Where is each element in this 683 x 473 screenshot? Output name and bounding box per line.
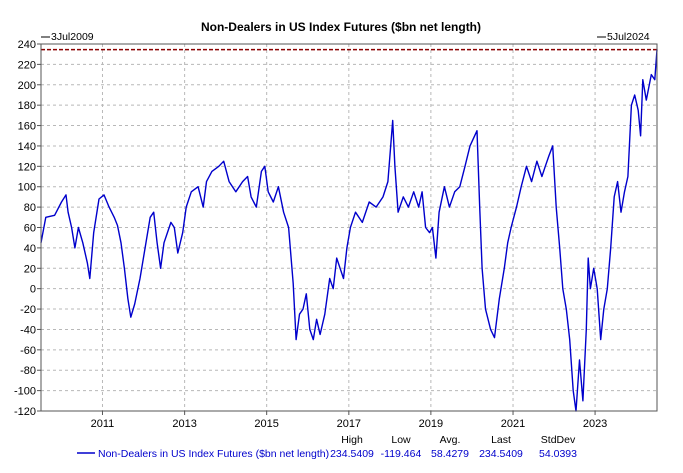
- grid: [41, 43, 657, 412]
- end-date-marker: 5Jul2024: [597, 31, 650, 43]
- y-tick-label: 140: [18, 141, 36, 153]
- y-tick-label: 240: [18, 39, 36, 51]
- x-tick-label: 2021: [501, 418, 525, 430]
- y-axis: 240220200180160140120100806040200-20-40-…: [14, 39, 41, 418]
- y-tick-label: 100: [18, 182, 36, 194]
- stats-value: 58.4279: [431, 448, 469, 460]
- y-tick-label: -20: [20, 304, 36, 316]
- chart-title: Non-Dealers in US Index Futures ($bn net…: [201, 20, 481, 34]
- x-tick-label: 2019: [419, 418, 443, 430]
- y-tick-label: -100: [14, 386, 36, 398]
- y-tick-label: 200: [18, 80, 36, 92]
- y-tick-label: 0: [30, 284, 36, 296]
- y-tick-label: 40: [24, 243, 36, 255]
- x-axis: 2011 2013 2015 2017 2019 2021 2023: [91, 411, 607, 430]
- end-date-label: 5Jul2024: [607, 31, 650, 43]
- y-tick-label: -40: [20, 324, 36, 336]
- y-tick-label: 160: [18, 121, 36, 133]
- series-line: [40, 49, 658, 412]
- legend: Non-Dealers in US Index Futures ($bn net…: [77, 448, 329, 460]
- stats-table: High Low Avg. Last StdDev 234.5409 -119.464 58.…: [330, 434, 577, 460]
- y-tick-label: -120: [14, 406, 36, 418]
- x-tick-label: 2017: [337, 418, 361, 430]
- x-tick-label: 2013: [172, 418, 196, 430]
- stats-value: -119.464: [381, 448, 422, 460]
- stats-value: 234.5409: [479, 448, 523, 460]
- stats-header: High: [341, 434, 363, 446]
- y-tick-label: 80: [24, 202, 36, 214]
- y-tick-label: 180: [18, 100, 36, 112]
- x-tick-label: 2015: [254, 418, 278, 430]
- legend-label: Non-Dealers in US Index Futures ($bn net…: [98, 448, 329, 460]
- plot-frame: [40, 43, 658, 412]
- stats-header: Avg.: [440, 434, 461, 446]
- stats-header: Last: [491, 434, 511, 446]
- y-tick-label: 220: [18, 59, 36, 71]
- y-tick-label: 60: [24, 223, 36, 235]
- y-tick-label: -80: [20, 365, 36, 377]
- stats-value: 234.5409: [330, 448, 374, 460]
- start-date-marker: 3Jul2009: [41, 31, 94, 43]
- y-tick-label: 20: [24, 263, 36, 275]
- stats-header: Low: [391, 434, 411, 446]
- x-tick-label: 2023: [583, 418, 607, 430]
- y-tick-label: 120: [18, 161, 36, 173]
- start-date-label: 3Jul2009: [51, 31, 94, 43]
- stats-header: StdDev: [541, 434, 576, 446]
- x-tick-label: 2011: [91, 418, 115, 430]
- y-tick-label: -60: [20, 345, 36, 357]
- stats-value: 54.0393: [539, 448, 577, 460]
